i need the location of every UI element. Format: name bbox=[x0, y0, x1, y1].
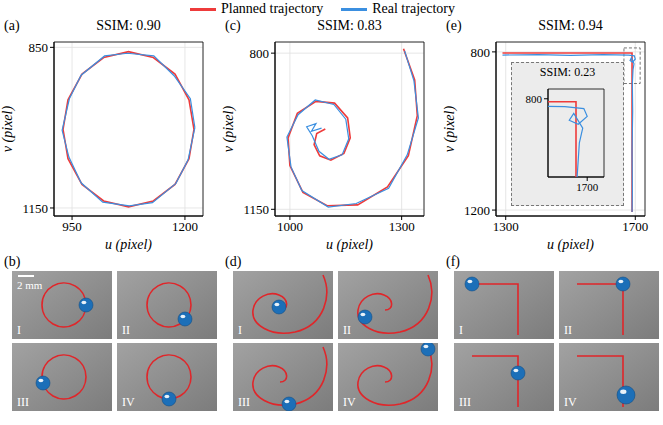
html-text:SSIM: 0.23: SSIM: 0.23 bbox=[539, 65, 596, 79]
svg-text:1700: 1700 bbox=[576, 181, 599, 193]
html-text:(f): (f) bbox=[446, 254, 460, 269]
html-text:(d): (d) bbox=[225, 254, 242, 269]
svg-text:1150: 1150 bbox=[243, 202, 269, 217]
svg-text:II: II bbox=[343, 323, 351, 337]
svg-text:IV: IV bbox=[343, 395, 356, 409]
svg-text:III: III bbox=[17, 395, 29, 409]
svg-text:IV: IV bbox=[122, 395, 135, 409]
svg-text:v (pixel): v (pixel) bbox=[0, 106, 16, 153]
html-text:SSIM: 0.90: SSIM: 0.90 bbox=[96, 18, 161, 33]
html-text:Planned trajectory: Planned trajectory bbox=[221, 1, 324, 16]
svg-text:III: III bbox=[238, 395, 250, 409]
svg-text:II: II bbox=[564, 323, 572, 337]
svg-text:950: 950 bbox=[62, 219, 82, 234]
svg-text:1200: 1200 bbox=[464, 203, 490, 218]
svg-text:850: 850 bbox=[29, 40, 49, 55]
svg-text:1300: 1300 bbox=[493, 219, 519, 234]
svg-text:II: II bbox=[122, 323, 130, 337]
html-text:(b): (b) bbox=[4, 254, 21, 269]
html-text:SSIM: 0.83: SSIM: 0.83 bbox=[317, 18, 382, 33]
svg-text:IV: IV bbox=[564, 395, 577, 409]
svg-text:I: I bbox=[459, 323, 463, 337]
html-text:(e): (e) bbox=[446, 18, 462, 33]
html-text:(a): (a) bbox=[4, 18, 20, 33]
html-text:SSIM: 0.94: SSIM: 0.94 bbox=[538, 18, 603, 33]
svg-text:III: III bbox=[459, 395, 471, 409]
svg-text:u (pixel): u (pixel) bbox=[105, 237, 152, 252]
html-text:(c): (c) bbox=[225, 18, 241, 33]
svg-text:u (pixel): u (pixel) bbox=[547, 237, 594, 252]
svg-text:1700: 1700 bbox=[622, 219, 648, 234]
svg-text:u (pixel): u (pixel) bbox=[326, 237, 373, 252]
svg-text:800: 800 bbox=[525, 93, 542, 105]
svg-text:1150: 1150 bbox=[22, 201, 48, 216]
svg-text:1000: 1000 bbox=[277, 219, 303, 234]
svg-text:2 mm: 2 mm bbox=[17, 279, 43, 291]
svg-text:I: I bbox=[17, 323, 21, 337]
svg-text:v (pixel): v (pixel) bbox=[221, 106, 237, 153]
svg-text:1200: 1200 bbox=[172, 219, 198, 234]
html-text:Real trajectory: Real trajectory bbox=[372, 1, 455, 16]
svg-text:I: I bbox=[238, 323, 242, 337]
svg-text:v (pixel): v (pixel) bbox=[442, 106, 458, 153]
svg-text:800: 800 bbox=[250, 46, 270, 61]
svg-text:1300: 1300 bbox=[389, 219, 415, 234]
svg-text:800: 800 bbox=[471, 45, 491, 60]
